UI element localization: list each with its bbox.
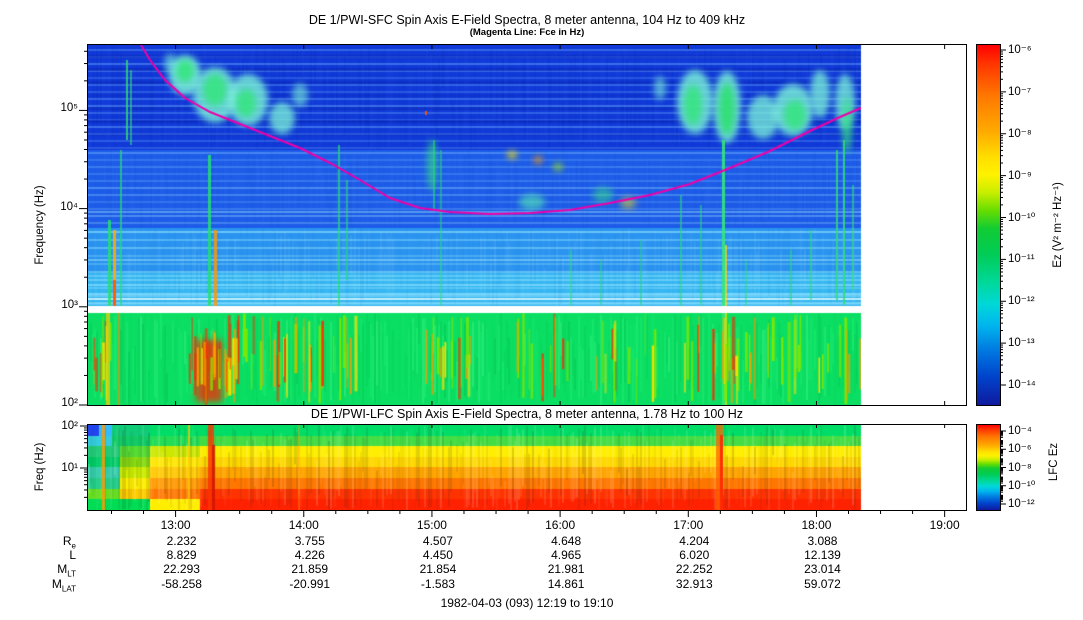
hour-label: 17:00 bbox=[673, 518, 704, 532]
eph-value: 21.854 bbox=[419, 562, 457, 576]
sfc-colorbar-tick-label: 10⁻⁶ bbox=[1008, 44, 1032, 56]
lfc-colorbar-tick-label: 10⁻¹² bbox=[1008, 498, 1035, 510]
hour-label: 14:00 bbox=[288, 518, 319, 532]
eph-value: 4.648 bbox=[551, 534, 582, 548]
lfc-colorbar bbox=[976, 424, 1001, 511]
sfc-ytick-label: 10⁵ bbox=[60, 102, 78, 115]
lfc-colorbar-tick-label: 10⁻⁴ bbox=[1008, 425, 1032, 437]
lfc-colorbar-tick-label: 10⁻⁸ bbox=[1008, 461, 1032, 474]
sfc-colorbar-gradient bbox=[977, 45, 1000, 405]
figure-caption: 1982-04-03 (093) 12:19 to 19:10 bbox=[440, 596, 614, 610]
eph-value: 2.232 bbox=[166, 534, 197, 548]
lfc-ylabel: Freq (Hz) bbox=[34, 442, 46, 492]
sfc-colorbar-label: Ez (V² m⁻² Hz⁻¹) bbox=[1052, 182, 1064, 268]
hour-label: 16:00 bbox=[545, 518, 576, 532]
hour-label: 13:00 bbox=[160, 518, 191, 532]
eph-value: -1.583 bbox=[420, 577, 455, 591]
eph-value: 23.014 bbox=[804, 562, 841, 576]
eph-row-header: L bbox=[28, 548, 76, 562]
sfc-ytick-label: 10² bbox=[61, 397, 78, 409]
hour-label: 18:00 bbox=[801, 518, 832, 532]
lfc-spectrogram-canvas bbox=[88, 425, 966, 510]
eph-value: 12.139 bbox=[804, 548, 841, 562]
eph-value: 22.293 bbox=[163, 562, 200, 576]
hour-label: 19:00 bbox=[929, 518, 960, 532]
eph-value: 21.859 bbox=[291, 562, 329, 576]
eph-row-header: MLT bbox=[28, 562, 76, 578]
eph-row-label-sub: LT bbox=[67, 569, 76, 579]
eph-value: 59.072 bbox=[804, 577, 841, 591]
sfc-ytick-label: 10³ bbox=[61, 298, 78, 311]
sfc-colorbar-tick-label: 10⁻¹¹ bbox=[1008, 253, 1035, 266]
lfc-colorbar-tick-label: 10⁻¹⁰ bbox=[1008, 479, 1036, 492]
sfc-colorbar-tick-label: 10⁻¹⁴ bbox=[1008, 379, 1036, 391]
eph-row-label: M bbox=[57, 562, 68, 576]
sfc-colorbar bbox=[976, 44, 1001, 406]
eph-row-label-sub: LAT bbox=[61, 584, 76, 594]
sfc-ylabel: Frequency (Hz) bbox=[34, 185, 46, 265]
eph-row-label: R bbox=[62, 534, 72, 548]
eph-row-label: M bbox=[51, 577, 62, 591]
sfc-panel-frame bbox=[87, 44, 967, 406]
eph-value: 6.020 bbox=[679, 548, 710, 562]
eph-value: 22.252 bbox=[675, 562, 713, 576]
sfc-colorbar-tick-label: 10⁻⁹ bbox=[1008, 169, 1032, 182]
sfc-colorbar-tick-label: 10⁻¹³ bbox=[1008, 337, 1035, 350]
eph-value: 4.507 bbox=[422, 534, 453, 548]
sfc-title: DE 1/PWI-SFC Spin Axis E-Field Spectra, … bbox=[308, 13, 746, 27]
sfc-colorbar-tick-label: 10⁻⁸ bbox=[1008, 127, 1032, 140]
eph-row-header: Re bbox=[28, 534, 76, 550]
lfc-colorbar-gradient bbox=[977, 425, 1000, 510]
lfc-panel-frame bbox=[87, 424, 967, 511]
eph-row-label: L bbox=[69, 548, 76, 562]
eph-value: -58.258 bbox=[161, 577, 202, 591]
sfc-subtitle: (Magenta Line: Fce in Hz) bbox=[469, 27, 585, 38]
lfc-title: DE 1/PWI-LFC Spin Axis E-Field Spectra, … bbox=[310, 407, 744, 421]
eph-value: 4.226 bbox=[294, 548, 325, 562]
lfc-ytick-label: 10² bbox=[61, 420, 78, 432]
eph-value: 4.965 bbox=[551, 548, 582, 562]
eph-row-header: MLAT bbox=[28, 577, 76, 593]
eph-value: 3.755 bbox=[294, 534, 325, 548]
eph-value: -20.991 bbox=[289, 577, 331, 591]
eph-value: 21.981 bbox=[547, 562, 585, 576]
lfc-colorbar-tick-label: 10⁻⁶ bbox=[1008, 443, 1032, 456]
eph-value: 14.861 bbox=[547, 577, 585, 591]
eph-value: 4.204 bbox=[679, 534, 710, 548]
sfc-colorbar-tick-label: 10⁻¹² bbox=[1008, 295, 1035, 308]
eph-row-label-sub: e bbox=[71, 541, 76, 551]
eph-value: 32.913 bbox=[675, 577, 713, 591]
eph-value: 8.829 bbox=[166, 548, 197, 562]
sfc-spectrogram-canvas bbox=[88, 45, 966, 405]
eph-value: 4.450 bbox=[422, 548, 453, 562]
lfc-colorbar-label: LFC Ez bbox=[1048, 442, 1060, 482]
sfc-ytick-label: 10⁴ bbox=[60, 200, 78, 213]
eph-value: 3.088 bbox=[807, 534, 838, 548]
lfc-ytick-label: 10¹ bbox=[61, 462, 78, 474]
sfc-colorbar-tick-label: 10⁻¹⁰ bbox=[1008, 211, 1036, 224]
sfc-colorbar-tick-label: 10⁻⁷ bbox=[1008, 85, 1032, 98]
hour-label: 15:00 bbox=[416, 518, 447, 532]
